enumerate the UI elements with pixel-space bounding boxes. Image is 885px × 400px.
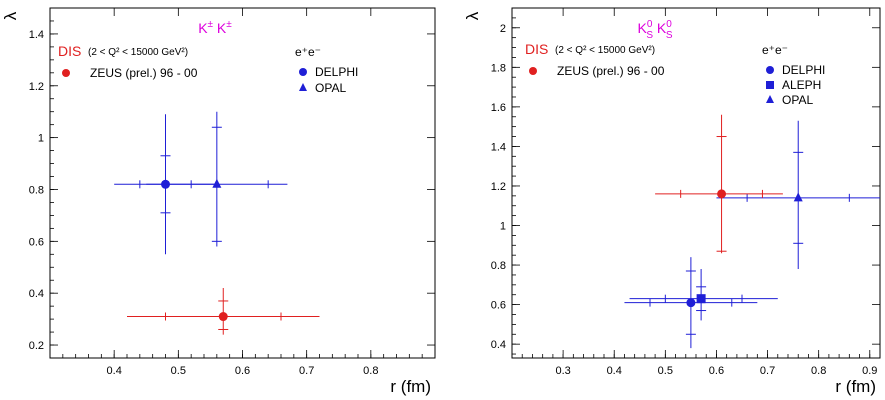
x-tick-label: 0.9 xyxy=(862,365,877,377)
y-tick-label: 1 xyxy=(500,221,506,233)
x-tick-label: 0.6 xyxy=(709,365,724,377)
x-tick-label: 0.6 xyxy=(235,365,250,377)
y-tick-label: 1.8 xyxy=(491,62,506,74)
point-marker xyxy=(793,192,803,202)
y-tick-label: 0.8 xyxy=(29,184,44,196)
x-axis-title: r (fm) xyxy=(390,377,431,396)
plot-frame xyxy=(511,7,881,359)
plot-frame xyxy=(49,7,436,359)
x-tick-label: 0.3 xyxy=(555,365,570,377)
dis-label: DIS xyxy=(525,41,548,57)
dis-range-label: (2 < Q² < 15000 GeV²) xyxy=(555,45,655,56)
y-tick-label: 2 xyxy=(500,23,506,35)
legend-marker-zeus xyxy=(529,67,537,75)
point-marker xyxy=(686,298,696,308)
data-point-zeus xyxy=(127,288,320,335)
x-axis-title: r (fm) xyxy=(835,377,876,396)
legend-marker-opal xyxy=(766,95,774,103)
chart-panel-2: 0.3 0.4 0.5 0.6 0.7 0.8 0.9 0.4 0.6 0.8 1 1.2 1.4 1.6… xyxy=(463,7,881,396)
y-tick-label: 0.4 xyxy=(491,339,506,351)
legend-label-aleph: ALEPH xyxy=(782,78,821,92)
y-tick-label: 1 xyxy=(38,133,44,145)
legend-label-zeus: ZEUS (prel.) 96 - 00 xyxy=(557,64,665,78)
y-axis-title: λ xyxy=(463,11,482,20)
legend-label-zeus: ZEUS (prel.) 96 - 00 xyxy=(90,66,198,80)
dis-label: DIS xyxy=(58,43,81,59)
x-tick-label: 0.7 xyxy=(299,365,314,377)
data-point-zeus xyxy=(655,114,783,254)
x-tick-label: 0.5 xyxy=(658,365,673,377)
x-tick-label: 0.4 xyxy=(107,365,122,377)
y-tick-label: 1.4 xyxy=(29,29,44,41)
y-axis-title: λ xyxy=(1,11,20,20)
y-tick-label: 0.2 xyxy=(29,340,44,352)
y-tick-label: 0.6 xyxy=(29,236,44,248)
legend-label-delphi: DELPHI xyxy=(782,63,825,77)
y-tick-label: 1.2 xyxy=(29,81,44,93)
x-tick-label: 0.4 xyxy=(607,365,622,377)
chart-panel-1: 0.4 0.5 0.6 0.7 0.8 0.2 0.4 0.6 0.8 1 1.2 1.4 r (fm)… xyxy=(1,7,436,396)
data-point-opal xyxy=(146,111,288,247)
legend-marker-zeus xyxy=(62,69,70,77)
ee-label: e⁺e⁻ xyxy=(295,45,321,59)
legend-marker-opal xyxy=(299,83,307,91)
ee-label: e⁺e⁻ xyxy=(762,43,788,57)
legend-marker-aleph xyxy=(766,81,774,89)
x-tick-label: 0.5 xyxy=(171,365,186,377)
legend-label-opal: OPAL xyxy=(782,93,813,107)
legend-marker-delphi xyxy=(299,68,307,76)
chart-title: K0 S K0 S xyxy=(637,19,672,41)
data-point-aleph xyxy=(629,269,778,321)
y-tick-label: 0.4 xyxy=(29,288,44,300)
point-marker xyxy=(696,294,706,304)
data-point-delphi xyxy=(624,257,758,349)
dis-range-label: (2 < Q² < 15000 GeV²) xyxy=(88,47,188,58)
x-tick-label: 0.8 xyxy=(363,365,378,377)
legend-marker-delphi xyxy=(766,66,774,74)
legend-label-opal: OPAL xyxy=(315,81,346,95)
point-marker xyxy=(218,312,228,322)
y-tick-label: 1.6 xyxy=(491,102,506,114)
x-tick-label: 0.7 xyxy=(760,365,775,377)
y-tick-label: 0.8 xyxy=(491,260,506,272)
chart-title: K± K± xyxy=(198,19,232,36)
data-point-opal xyxy=(716,120,880,270)
y-tick-label: 1.2 xyxy=(491,181,506,193)
point-marker xyxy=(212,178,222,188)
y-tick-label: 1.4 xyxy=(491,141,506,153)
legend-label-delphi: DELPHI xyxy=(315,65,358,79)
point-marker xyxy=(717,189,727,199)
y-tick-label: 0.6 xyxy=(491,300,506,312)
x-tick-label: 0.8 xyxy=(811,365,826,377)
